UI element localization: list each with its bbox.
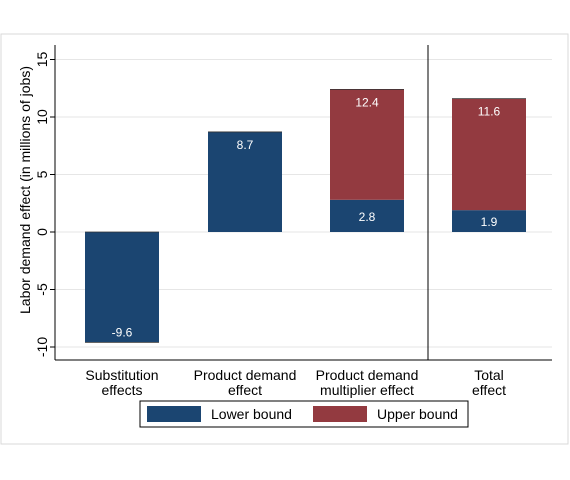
x-category-label: Total effect — [472, 367, 506, 398]
bar-lower-bound — [85, 232, 159, 343]
y-axis-title: Labor demand effect (in millions of jobs… — [17, 66, 33, 314]
legend-label: Upper bound — [377, 406, 458, 422]
bars — [85, 89, 526, 343]
y-tick-label: 0 — [34, 228, 50, 236]
y-tick-label: 5 — [34, 170, 50, 178]
y-tick-label: -5 — [34, 283, 50, 296]
y-tick-label: -10 — [34, 337, 50, 357]
data-label-lower-bound: 1.9 — [481, 215, 498, 229]
y-tick-label: 10 — [34, 109, 50, 125]
bar-labels: -9.6 8.7 2.8 12.4 1.9 11.6 — [112, 95, 501, 339]
x-labels: Substitution effects Product demand effect P… — [85, 367, 506, 398]
data-label-lower-bound: 2.8 — [359, 210, 376, 224]
data-label-lower-bound: 8.7 — [237, 138, 254, 152]
bar-upper-bound — [452, 98, 526, 211]
x-category-label: Product demand multiplier effect — [316, 367, 419, 398]
legend-swatch — [313, 406, 367, 422]
legend-swatch — [147, 406, 201, 422]
bar-lower-bound — [330, 199, 404, 232]
y-ticks: -10 -5 0 5 10 15 — [34, 52, 55, 357]
data-label-lower-bound: -9.6 — [112, 325, 133, 339]
bar-lower-bound — [452, 210, 526, 232]
y-tick-label: 15 — [34, 52, 50, 68]
bar-lower-bound — [208, 131, 282, 232]
bar-upper-bound — [330, 89, 404, 200]
x-category-label: Product demand effect — [194, 367, 297, 398]
legend: Lower bound Upper bound — [139, 400, 469, 428]
data-label-upper-bound: 12.4 — [355, 95, 379, 109]
legend-label: Lower bound — [211, 406, 292, 422]
data-label-upper-bound: 11.6 — [478, 105, 501, 119]
x-category-label: Substitution effects — [85, 367, 158, 398]
axes — [54, 45, 552, 361]
